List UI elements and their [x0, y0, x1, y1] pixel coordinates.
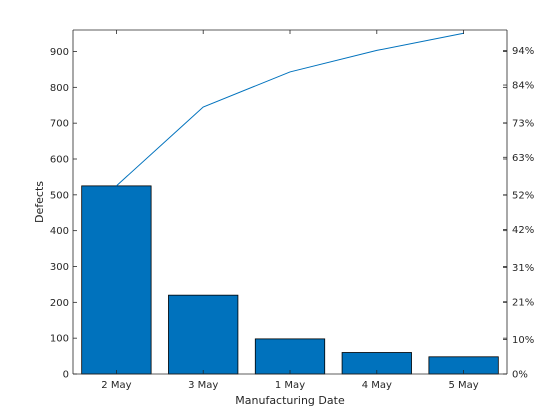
pct-tick-label-6: 63% — [512, 153, 534, 164]
pct-tick-label-9: 94% — [512, 46, 534, 57]
pct-tick-label-7: 73% — [512, 118, 534, 129]
pct-tick-label-4: 42% — [512, 225, 534, 236]
y-axis-label: Defects — [33, 181, 46, 223]
y-tick-label-200: 200 — [50, 298, 69, 309]
y-tick-label-700: 700 — [50, 119, 69, 130]
y-tick-label-600: 600 — [50, 155, 69, 166]
y-tick-label-0: 0 — [63, 370, 69, 381]
pct-tick-label-3: 31% — [512, 263, 534, 274]
x-axis-label: Manufacturing Date — [235, 394, 345, 407]
y-tick-label-400: 400 — [50, 226, 69, 237]
cumulative-line-group — [116, 32, 464, 187]
x-tick-label-1: 3 May — [188, 380, 218, 391]
x-tick-label-4: 5 May — [448, 380, 478, 391]
y-tick-label-900: 900 — [50, 47, 69, 58]
cumulative-line — [116, 32, 464, 187]
pct-tick-label-8: 84% — [512, 81, 534, 92]
pct-tick-label-0: 0% — [512, 370, 528, 381]
pct-tick-label-1: 10% — [512, 335, 534, 346]
x-tick-label-3: 4 May — [362, 380, 392, 391]
y-tick-label-300: 300 — [50, 262, 69, 273]
x-tick-label-2: 1 May — [275, 380, 305, 391]
pct-tick-label-5: 52% — [512, 191, 534, 202]
bars-group — [81, 185, 499, 375]
y-tick-label-500: 500 — [50, 190, 69, 201]
y-tick-label-800: 800 — [50, 83, 69, 94]
pct-tick-label-2: 21% — [512, 297, 534, 308]
y-tick-label-100: 100 — [50, 334, 69, 345]
bar-2-may — [81, 185, 152, 375]
ticks-group: 0 100 200 300 400 500 600 700 800 900 0% 10% 21% 31% 4… — [50, 30, 534, 391]
bar-1-may — [254, 338, 326, 375]
x-tick-label-0: 2 May — [101, 380, 131, 391]
bar-3-may — [168, 294, 239, 375]
